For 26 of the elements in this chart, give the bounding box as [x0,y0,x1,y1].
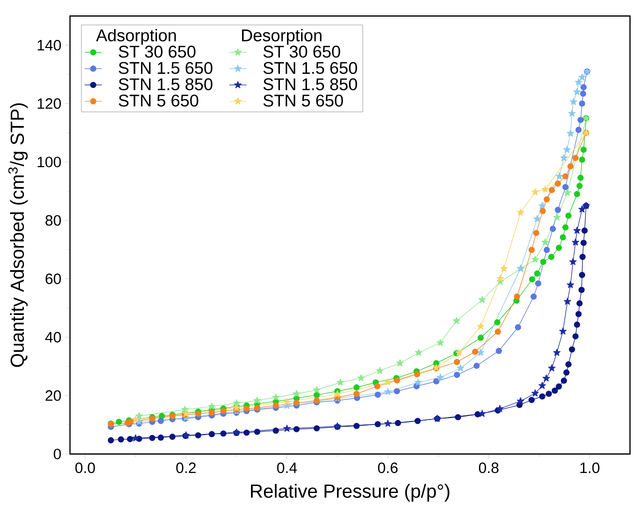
annotation: Desorption [242,28,322,45]
legend-label: STN 1.5 650 [118,62,212,74]
x-tick-label: 0.0 [75,462,95,474]
x-axis-title: Relative Pressure (p/p°) [250,484,450,502]
y-tick-label: 20 [46,390,61,401]
legend-label: STN 1.5 850 [263,78,358,90]
legend-label: ST 30 650 [263,46,340,58]
y-axis-title: Quantity Adsorbed (cm$^{3}$/g STP) [8,103,28,367]
annotation: Adsorption [96,28,176,45]
y-tick-label: 0 [54,448,61,460]
x-tick-label: 0.6 [378,462,398,474]
y-tick-label: 60 [46,273,61,284]
legend-label: ST 30 650 [118,46,196,58]
x-tick-label: 0.8 [478,462,498,474]
y-tick-label: 80 [46,215,61,226]
legend-label: STN 1.5 850 [118,78,212,90]
legend-label: STN 5 650 [263,94,343,107]
x-tick-label: 0.4 [277,462,297,474]
y-tick-label: 140 [38,40,61,50]
y-tick-label: 40 [45,332,61,342]
y-tick-label: 120 [38,98,61,109]
legend-label: STN 5 650 [118,94,198,107]
y-tick-label: 100 [38,156,61,168]
x-tick-label: 0.2 [176,462,196,474]
legend-label: STN 1.5 650 [263,62,358,74]
x-tick-label: 1.0 [580,462,600,474]
